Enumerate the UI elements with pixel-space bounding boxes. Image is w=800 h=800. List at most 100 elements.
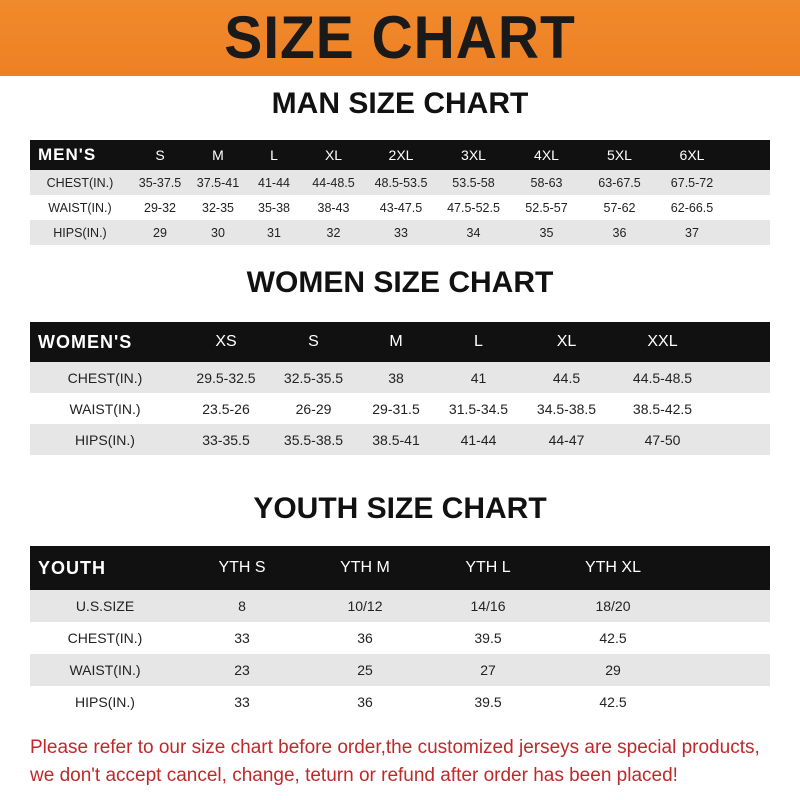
measurement-cell: 38 <box>388 369 404 386</box>
measurement-cell: 35-38 <box>258 200 290 215</box>
women-size-table: WOMEN'S XS S M L XL XXL CHEST(IN.) 29.5-32.5 32.5… <box>30 322 770 455</box>
measurement-cell: 23 <box>234 662 250 678</box>
measurement-cell: 32 <box>326 225 341 240</box>
row-label: HIPS(IN.) <box>53 225 107 240</box>
note-line-2: we don't accept cancel, change, teturn o… <box>30 765 678 786</box>
measurement-cell: 14/16 <box>470 598 506 614</box>
measurement-cell: 29.5-32.5 <box>196 369 256 386</box>
measurement-cell: 26-29 <box>295 400 332 417</box>
table-row: WAIST(IN.) 23 25 27 29 <box>30 654 770 686</box>
size-header: YTH S <box>218 559 266 576</box>
table-header: MEN'S S M L XL 2XL 3XL 4XL 5XL 6XL <box>30 140 770 170</box>
row-label: WAIST(IN.) <box>48 200 112 215</box>
measurement-cell: 63-67.5 <box>598 175 641 190</box>
size-header: YTH M <box>340 559 390 576</box>
measurement-cell: 29 <box>153 225 167 240</box>
size-header: 4XL <box>534 147 559 163</box>
measurement-cell: 67.5-72 <box>670 175 714 190</box>
measurement-cell: 36 <box>357 694 373 710</box>
table-header: YOUTH YTH S YTH M YTH L YTH XL <box>30 546 770 590</box>
table-row: HIPS(IN.) 29 30 31 32 33 34 35 36 37 <box>30 220 770 245</box>
header-label: YOUTH <box>38 557 106 578</box>
men-title: MAN SIZE CHART <box>271 87 529 120</box>
size-header: 6XL <box>679 147 705 163</box>
measurement-cell: 44-47 <box>548 431 585 448</box>
measurement-cell: 23.5-26 <box>202 400 250 417</box>
size-header: M <box>389 333 403 350</box>
disclaimer-note: Please refer to our size chart before or… <box>30 734 790 790</box>
size-header: XL <box>556 333 577 350</box>
measurement-cell: 10/12 <box>347 598 383 614</box>
size-header: S <box>308 333 319 350</box>
measurement-cell: 39.5 <box>474 694 502 710</box>
measurement-cell: 34.5-38.5 <box>536 400 597 417</box>
size-header: 2XL <box>388 147 414 163</box>
measurement-cell: 53.5-58 <box>452 175 495 190</box>
measurement-cell: 41 <box>470 369 487 386</box>
measurement-cell: 32-35 <box>202 200 234 215</box>
measurement-cell: 42.5 <box>599 630 627 646</box>
row-label: HIPS(IN.) <box>75 431 135 448</box>
measurement-cell: 32.5-35.5 <box>283 369 344 386</box>
measurement-cell: 36 <box>612 225 627 240</box>
table-row: HIPS(IN.) 33 36 39.5 42.5 <box>30 686 770 718</box>
measurement-cell: 34 <box>466 225 481 240</box>
size-header: 3XL <box>461 147 486 163</box>
youth-title: YOUTH SIZE CHART <box>253 492 547 525</box>
measurement-cell: 29-31.5 <box>372 400 420 417</box>
table-row: U.S.SIZE 8 10/12 14/16 18/20 <box>30 590 770 622</box>
row-label: U.S.SIZE <box>75 598 135 614</box>
table-row: HIPS(IN.) 33-35.5 35.5-38.5 38.5-41 41-44 44-… <box>30 424 770 455</box>
measurement-cell: 41-44 <box>460 431 497 448</box>
measurement-cell: 36 <box>357 630 373 646</box>
size-header: S <box>155 147 165 163</box>
measurement-cell: 30 <box>211 225 225 240</box>
measurement-cell: 44-48.5 <box>312 175 355 190</box>
row-label: WAIST(IN.) <box>69 662 141 678</box>
measurement-cell: 44.5-48.5 <box>632 369 693 386</box>
measurement-cell: 47.5-52.5 <box>447 200 500 215</box>
measurement-cell: 62-66.5 <box>670 200 714 215</box>
measurement-cell: 44.5 <box>552 369 581 386</box>
measurement-cell: 31.5-34.5 <box>448 400 509 417</box>
women-title: WOMEN SIZE CHART <box>246 266 554 299</box>
measurement-cell: 47-50 <box>644 431 681 448</box>
size-header: YTH XL <box>584 559 641 576</box>
row-label: CHEST(IN.) <box>46 175 114 190</box>
table-row: CHEST(IN.) 29.5-32.5 32.5-35.5 38 41 44.5 44.5… <box>30 362 770 393</box>
table-row: CHEST(IN.) 35-37.5 37.5-41 41-44 44-48.5 48.5… <box>30 170 770 195</box>
measurement-cell: 38.5-42.5 <box>632 400 693 417</box>
measurement-cell: 39.5 <box>474 630 502 646</box>
measurement-cell: 29 <box>605 662 621 678</box>
row-label: WAIST(IN.) <box>69 400 141 417</box>
measurement-cell: 33 <box>394 225 408 240</box>
size-header: XL <box>324 147 343 163</box>
measurement-cell: 29-32 <box>144 200 176 215</box>
measurement-cell: 18/20 <box>595 598 631 614</box>
table-header: WOMEN'S XS S M L XL XXL <box>30 322 770 362</box>
size-header: XXL <box>647 333 678 350</box>
note-line-1: Please refer to our size chart before or… <box>30 737 760 758</box>
table-row: WAIST(IN.) 29-32 32-35 35-38 38-43 43-47.5 47.… <box>30 195 770 220</box>
size-header: L <box>474 333 483 350</box>
banner-title: SIZE CHART <box>224 4 576 71</box>
measurement-cell: 38.5-41 <box>372 431 420 448</box>
table-row: CHEST(IN.) 33 36 39.5 42.5 <box>30 622 770 654</box>
row-label: CHEST(IN.) <box>67 630 143 646</box>
measurement-cell: 58-63 <box>530 175 563 190</box>
banner: SIZE CHART <box>0 0 800 76</box>
measurement-cell: 31 <box>267 225 281 240</box>
measurement-cell: 25 <box>357 662 373 678</box>
measurement-cell: 37.5-41 <box>196 175 240 190</box>
measurement-cell: 8 <box>238 598 246 614</box>
size-header: L <box>270 147 278 163</box>
measurement-cell: 37 <box>685 225 699 240</box>
row-label: HIPS(IN.) <box>75 694 135 710</box>
measurement-cell: 42.5 <box>599 694 627 710</box>
men-size-table: MEN'S S M L XL 2XL 3XL 4XL 5XL 6XL CHEST(IN.) 35-37… <box>30 140 770 245</box>
measurement-cell: 33 <box>234 694 250 710</box>
measurement-cell: 35.5-38.5 <box>283 431 344 448</box>
size-header: XS <box>215 333 237 350</box>
measurement-cell: 33 <box>234 630 250 646</box>
size-header: 5XL <box>607 147 632 163</box>
